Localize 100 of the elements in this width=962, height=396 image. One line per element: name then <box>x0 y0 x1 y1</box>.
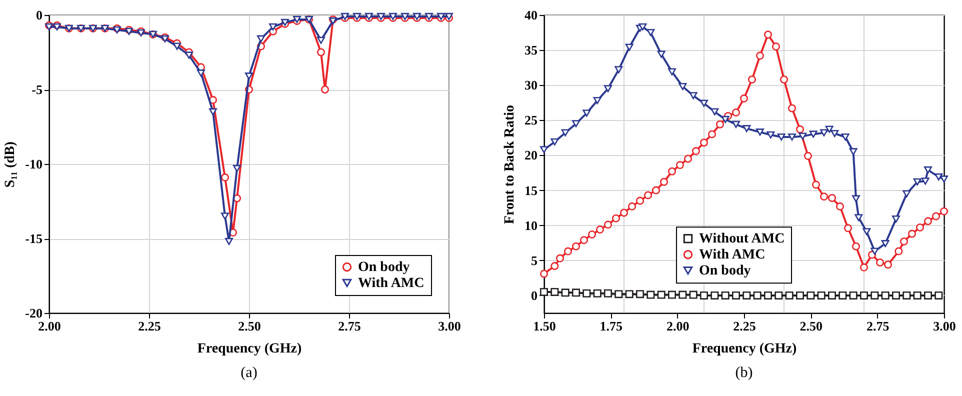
point <box>796 291 804 300</box>
point <box>684 154 692 163</box>
point <box>556 254 564 262</box>
point <box>320 86 330 94</box>
point <box>860 263 868 272</box>
point <box>932 212 940 220</box>
y-tick-label: 20 <box>524 148 538 163</box>
point <box>788 133 796 141</box>
point <box>692 147 700 156</box>
point <box>817 291 826 300</box>
x-tick-label: 2.50 <box>800 318 823 334</box>
legend-label: With AMC <box>699 248 766 263</box>
point <box>809 130 818 138</box>
point <box>628 202 636 210</box>
text: (b) <box>735 365 753 381</box>
point <box>668 290 676 299</box>
point <box>806 291 815 300</box>
point <box>870 248 879 255</box>
point <box>934 291 943 300</box>
point <box>220 212 230 220</box>
legend-label: Without AMC <box>699 232 785 247</box>
point <box>830 130 839 138</box>
point <box>940 207 948 216</box>
y-tick-label: 5 <box>531 252 538 268</box>
point <box>862 228 871 236</box>
point <box>564 247 572 256</box>
point <box>316 48 326 56</box>
x-tick-label: 3.00 <box>933 318 956 334</box>
point <box>593 96 602 104</box>
point <box>828 291 836 300</box>
point <box>774 291 783 300</box>
y-tick-label: -10 <box>25 156 42 172</box>
y-tick-label: 0 <box>36 8 42 22</box>
point <box>884 260 892 269</box>
point <box>638 23 647 30</box>
point <box>676 161 684 170</box>
point <box>689 92 698 100</box>
point <box>924 166 932 174</box>
point <box>625 44 634 51</box>
y-tick-label: 10 <box>524 218 538 233</box>
point <box>892 215 900 223</box>
y-tick-label: 25 <box>524 112 538 128</box>
point <box>612 214 620 222</box>
point <box>812 180 820 189</box>
point <box>934 173 943 181</box>
point <box>644 191 652 200</box>
point <box>172 42 182 50</box>
point <box>721 291 730 300</box>
point <box>742 291 751 300</box>
point <box>604 85 612 92</box>
y-tick-label: -20 <box>25 306 42 320</box>
y-tick-label: -5 <box>32 82 43 97</box>
point <box>892 291 900 300</box>
point <box>820 129 828 136</box>
point <box>772 42 780 51</box>
point <box>940 176 948 183</box>
point <box>753 291 762 300</box>
point <box>572 120 580 128</box>
y-tick-label: 30 <box>524 78 538 93</box>
point <box>620 208 628 217</box>
point <box>742 125 751 132</box>
point <box>710 108 719 116</box>
y-tick-label: 15 <box>524 182 538 198</box>
point <box>740 94 748 102</box>
point <box>540 270 548 278</box>
point <box>708 130 716 138</box>
x-tick-label: 3.00 <box>438 318 461 334</box>
point <box>540 288 548 296</box>
y-tick-label: 35 <box>524 42 538 58</box>
point <box>876 258 884 267</box>
x-tick-label: 2.00 <box>666 318 690 334</box>
point <box>660 178 668 186</box>
point <box>593 289 602 298</box>
point <box>550 138 559 146</box>
x-tick-label: 1.50 <box>533 318 556 334</box>
x-tick-label: 2.25 <box>733 318 756 334</box>
point <box>838 291 847 300</box>
point <box>625 290 634 298</box>
point <box>916 223 924 232</box>
point <box>836 202 844 210</box>
point <box>756 52 764 60</box>
point <box>764 291 772 300</box>
point <box>657 50 666 58</box>
point <box>881 240 890 248</box>
point <box>268 23 278 30</box>
point <box>924 291 932 300</box>
point <box>825 126 834 133</box>
point <box>777 133 786 141</box>
y-axis-title: S₁₁ (dB) <box>3 141 18 188</box>
point <box>852 195 860 202</box>
point <box>756 128 764 136</box>
point <box>588 230 596 238</box>
point <box>870 291 879 300</box>
point <box>652 186 660 194</box>
point <box>844 224 852 232</box>
x-tick-label: 2.25 <box>138 318 162 334</box>
point <box>849 291 858 300</box>
point <box>924 217 932 226</box>
point <box>732 120 740 128</box>
x-tick-label: 2.75 <box>866 318 890 334</box>
